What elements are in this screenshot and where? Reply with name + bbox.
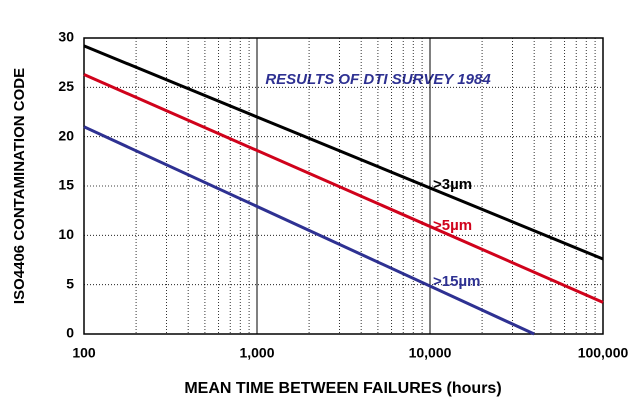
chart-title: RESULTS OF DTI SURVEY 1984 [265, 71, 491, 88]
y-axis-label: ISO4406 CONTAMINATION CODE [11, 68, 28, 304]
series-line [83, 73, 604, 304]
series-line [83, 125, 535, 336]
series-line [83, 44, 604, 261]
y-tick-label: 20 [58, 127, 74, 143]
y-tick-label: 15 [58, 177, 74, 193]
x-axis-label: MEAN TIME BETWEEN FAILURES (hours) [184, 380, 501, 397]
x-tick-label: 100 [72, 345, 96, 361]
series-label: >15µm [433, 273, 480, 290]
y-tick-label: 25 [58, 78, 74, 94]
y-tick-label: 0 [66, 325, 74, 341]
x-tick-label: 1,000 [239, 345, 274, 361]
series-label: >3µm [433, 176, 472, 193]
y-tick-label: 10 [58, 226, 74, 242]
y-tick-label: 30 [58, 29, 74, 45]
series-label: >5µm [433, 217, 472, 234]
y-tick-label: 5 [66, 275, 74, 291]
plot-frame [83, 37, 604, 335]
x-tick-label: 100,000 [578, 345, 629, 361]
x-tick-label: 10,000 [409, 345, 452, 361]
